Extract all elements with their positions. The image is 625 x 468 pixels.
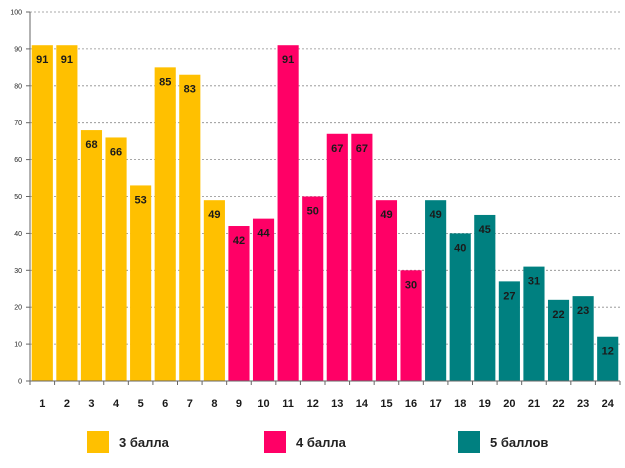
- data-label: 66: [110, 146, 122, 158]
- bar-12: [302, 196, 324, 381]
- x-tick-label: 4: [113, 398, 120, 410]
- y-axis-ticks: 0 10 20 30 40 50 60 70 80 90 100: [10, 10, 30, 386]
- data-label: 31: [528, 276, 540, 288]
- bar-21: [523, 266, 545, 381]
- data-label: 30: [405, 279, 417, 291]
- data-label: 23: [577, 305, 589, 317]
- legend-swatch-4: [264, 431, 286, 453]
- data-label: 50: [307, 206, 319, 218]
- bar-15: [375, 200, 398, 381]
- legend-label-3: 3 балла: [119, 434, 169, 450]
- y-tick-label: 60: [14, 157, 22, 164]
- x-tick-label: 20: [503, 398, 515, 410]
- data-label: 91: [36, 54, 48, 66]
- x-tick-label: 3: [88, 398, 94, 410]
- y-tick-label: 40: [14, 231, 22, 238]
- x-tick-label: 5: [138, 398, 144, 410]
- x-tick-label: 13: [331, 398, 343, 410]
- x-tick-label: 21: [528, 398, 540, 410]
- data-label: 91: [282, 54, 294, 66]
- x-tick-label: 7: [187, 398, 193, 410]
- bar-11: [277, 45, 299, 382]
- legend-swatch-5: [458, 431, 480, 453]
- y-tick-label: 70: [14, 120, 22, 127]
- bar-23: [572, 296, 594, 381]
- bar-18: [449, 233, 471, 381]
- bar-16: [400, 270, 422, 381]
- y-tick-label: 100: [10, 10, 22, 17]
- x-tick-label: 22: [552, 398, 564, 410]
- bar-20: [498, 281, 520, 381]
- legend-label-5: 5 баллов: [490, 434, 549, 450]
- legend-swatch-3: [87, 431, 109, 453]
- x-tick-label: 16: [405, 398, 417, 410]
- x-tick-label: 14: [356, 398, 369, 410]
- data-label: 42: [233, 235, 245, 247]
- x-tick-label: 23: [577, 398, 589, 410]
- bar-4: [105, 137, 127, 381]
- bar-1: [31, 45, 53, 382]
- bar-24: [597, 336, 619, 381]
- y-tick-label: 0: [18, 379, 22, 386]
- data-label: 12: [602, 346, 614, 358]
- x-tick-label: 8: [211, 398, 217, 410]
- bar-6: [154, 67, 176, 381]
- data-label: 83: [184, 84, 196, 96]
- data-label: 45: [479, 224, 491, 236]
- data-label: 27: [503, 290, 515, 302]
- bars: [31, 45, 619, 382]
- data-label: 67: [356, 143, 368, 155]
- x-tick-label: 17: [430, 398, 442, 410]
- data-label: 91: [61, 54, 73, 66]
- data-label: 67: [331, 143, 343, 155]
- data-label: 49: [380, 209, 392, 221]
- legend-item-5: 5 баллов: [458, 431, 548, 453]
- data-label: 40: [454, 242, 466, 254]
- y-tick-label: 20: [14, 305, 22, 312]
- y-tick-label: 10: [14, 342, 22, 349]
- x-tick-label: 11: [282, 398, 294, 410]
- bar-9: [228, 226, 250, 381]
- bar-2: [56, 45, 78, 382]
- bar-17: [425, 200, 447, 381]
- x-tick-label: 19: [479, 398, 491, 410]
- data-label: 68: [85, 139, 97, 151]
- x-tick-label: 1: [39, 398, 45, 410]
- x-tick-label: 15: [380, 398, 392, 410]
- x-axis-ticks: 1 2 3 4 5 6 7 8 9 10 11 12 13 14 15 16 17 18 19 20 21 22 23 24: [29, 381, 621, 410]
- data-labels: 91 91 68 66 53 85 83 49 42 44 91 50 67 67 49 30 49 40 45 27…: [36, 54, 614, 358]
- data-label: 53: [135, 194, 147, 206]
- legend-item-4: 4 балла: [264, 431, 346, 453]
- bar-22: [547, 299, 570, 381]
- legend-item-3: 3 балла: [87, 431, 169, 453]
- bar-5: [130, 185, 152, 381]
- x-tick-label: 12: [307, 398, 319, 410]
- data-label: 49: [430, 209, 442, 221]
- y-tick-label: 90: [14, 46, 22, 53]
- y-tick-label: 80: [14, 83, 22, 90]
- bar-8: [203, 200, 225, 381]
- data-label: 22: [552, 309, 564, 321]
- data-label: 44: [257, 228, 270, 240]
- bar-3: [80, 130, 103, 381]
- y-tick-label: 50: [14, 194, 22, 201]
- x-tick-label: 9: [236, 398, 242, 410]
- data-label: 85: [159, 76, 171, 88]
- data-label: 49: [208, 209, 220, 221]
- x-tick-label: 2: [64, 398, 70, 410]
- bar-10: [252, 218, 275, 381]
- y-tick-label: 30: [14, 268, 22, 275]
- bar-14: [351, 133, 373, 381]
- legend-label-4: 4 балла: [296, 434, 346, 450]
- bar-13: [326, 133, 348, 381]
- x-tick-label: 18: [454, 398, 466, 410]
- bar-7: [179, 74, 201, 381]
- x-tick-label: 24: [602, 398, 615, 410]
- x-tick-label: 10: [257, 398, 269, 410]
- bar-19: [474, 214, 496, 381]
- x-tick-label: 6: [162, 398, 168, 410]
